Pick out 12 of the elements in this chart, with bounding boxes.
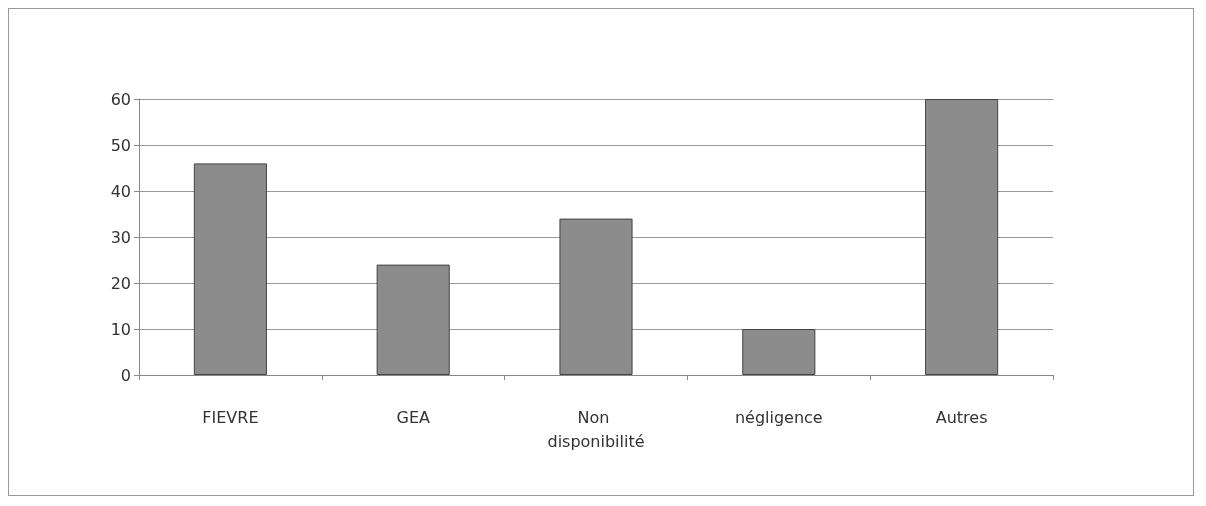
x-tick-label: Non disponibilité: [547, 407, 645, 451]
y-tick-label: 0: [120, 365, 131, 385]
y-tick-label: 50: [110, 135, 131, 155]
x-tick-label: négligence: [734, 407, 823, 427]
y-tick-label: 10: [110, 319, 131, 339]
y-tick-label: 20: [110, 273, 131, 293]
y-tick-label: 60: [110, 89, 131, 109]
y-tick-label: 30: [110, 227, 131, 247]
x-tick-label: FIEVRE: [202, 407, 259, 427]
x-tick-label: Autres: [935, 407, 988, 427]
y-tick-label: 40: [110, 181, 131, 201]
x-tick-label: GEA: [396, 407, 430, 427]
